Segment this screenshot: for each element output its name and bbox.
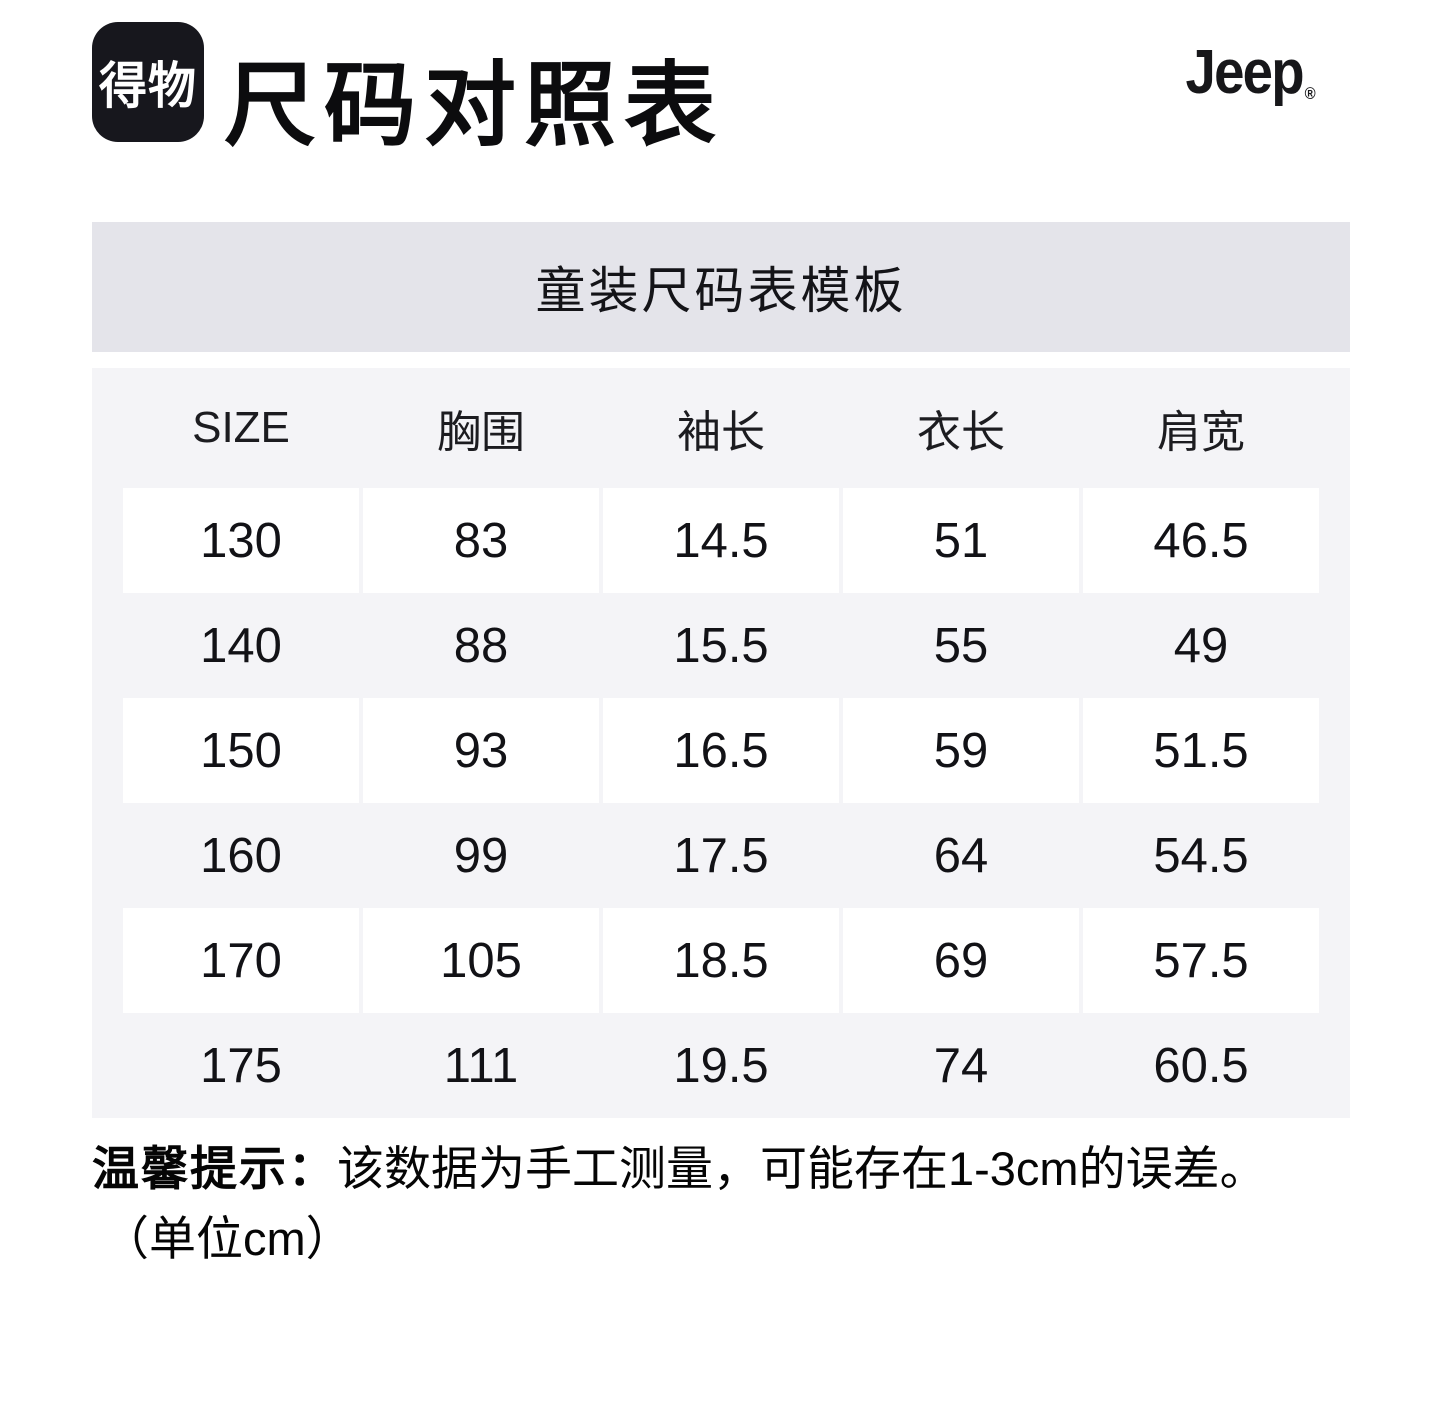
dewu-logo-text: 得物 [99, 58, 197, 114]
table-cell: 19.5 [673, 1038, 769, 1093]
footnote-unit: （单位cm） [102, 1212, 353, 1265]
table-cell: 46.5 [1083, 488, 1319, 593]
table-header-row: SIZE 胸围 袖长 衣长 肩宽 [92, 368, 1350, 488]
table-cell: 51 [843, 488, 1079, 593]
table-cell: 99 [453, 828, 509, 883]
table-banner: 童装尺码表模板 [92, 222, 1350, 352]
table-row: 160 99 17.5 64 54.5 [92, 803, 1350, 908]
footnote-text: 该数据为手工测量，可能存在1-3cm的误差。 [337, 1142, 1267, 1195]
table-cell: 105 [363, 908, 599, 1013]
table-cell: 150 [123, 698, 359, 803]
page-title: 尺码对照表 [224, 55, 725, 157]
registered-trademark-icon: ® [1304, 84, 1316, 103]
table-cell: 51.5 [1083, 698, 1319, 803]
table-cell: 111 [443, 1038, 519, 1093]
table-row: 170 105 18.5 69 57.5 [92, 908, 1350, 1013]
table-cell: 160 [200, 828, 282, 883]
table-row: 130 83 14.5 51 46.5 [92, 488, 1350, 593]
column-header-shoulder: 肩宽 [1157, 408, 1245, 457]
table-cell: 16.5 [603, 698, 839, 803]
footnote: 温馨提示：该数据为手工测量，可能存在1-3cm的误差。 （单位cm） [92, 1140, 1372, 1268]
size-table: SIZE 胸围 袖长 衣长 肩宽 130 83 14.5 51 46.5 140… [92, 368, 1350, 1118]
table-banner-title: 童装尺码表模板 [535, 263, 907, 319]
footnote-line: 温馨提示：该数据为手工测量，可能存在1-3cm的误差。 [92, 1140, 1372, 1198]
footnote-label: 温馨提示： [92, 1142, 337, 1195]
table-row: 175 111 19.5 74 60.5 [92, 1013, 1350, 1118]
table-cell: 74 [933, 1038, 989, 1093]
table-cell: 17.5 [673, 828, 769, 883]
column-header-length: 衣长 [917, 408, 1005, 457]
table-cell: 55 [933, 618, 989, 673]
table-cell: 60.5 [1153, 1038, 1249, 1093]
column-header-sleeve: 袖长 [677, 408, 765, 457]
table-cell: 88 [453, 618, 509, 673]
table-cell: 140 [200, 618, 282, 673]
table-cell: 130 [123, 488, 359, 593]
table-cell: 59 [843, 698, 1079, 803]
dewu-app-logo: 得物 [92, 22, 204, 142]
table-cell: 49 [1173, 618, 1229, 673]
table-cell: 57.5 [1083, 908, 1319, 1013]
table-cell: 54.5 [1153, 828, 1249, 883]
table-cell: 15.5 [673, 618, 769, 673]
table-cell: 175 [200, 1038, 282, 1093]
jeep-brand-logo: Jeep ® [1168, 42, 1316, 119]
jeep-logo-text: Jeep [1185, 38, 1305, 107]
table-cell: 93 [363, 698, 599, 803]
column-header-size: SIZE [192, 403, 290, 452]
table-cell: 69 [843, 908, 1079, 1013]
table-cell: 83 [363, 488, 599, 593]
column-header-chest: 胸围 [437, 408, 525, 457]
table-cell: 64 [933, 828, 989, 883]
table-cell: 18.5 [603, 908, 839, 1013]
table-cell: 170 [123, 908, 359, 1013]
table-row: 150 93 16.5 59 51.5 [92, 698, 1350, 803]
table-row: 140 88 15.5 55 49 [92, 593, 1350, 698]
table-cell: 14.5 [603, 488, 839, 593]
